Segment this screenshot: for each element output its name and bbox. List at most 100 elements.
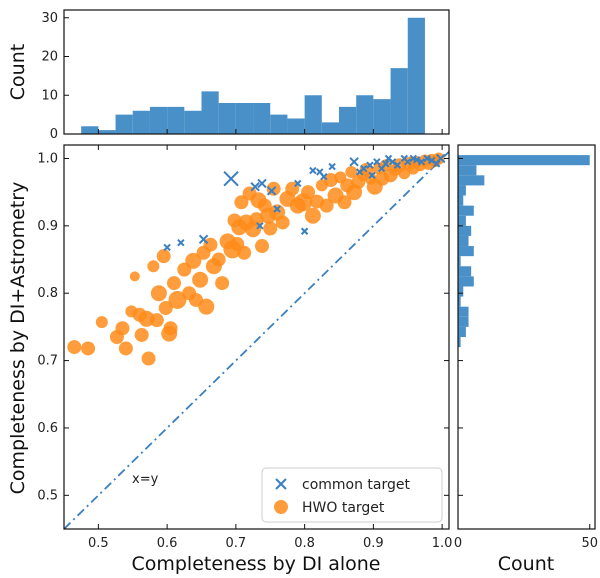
top-histogram-bar [98, 130, 116, 134]
hwo-point [198, 298, 215, 315]
hwo-point [168, 290, 187, 309]
right-histogram-bar [458, 155, 590, 166]
hwo-point [192, 271, 209, 288]
top-y-tick-label: 0 [50, 127, 58, 142]
x-tick-label: 0.9 [363, 536, 384, 551]
y-tick-label: 0.7 [37, 354, 58, 369]
hwo-point [211, 252, 226, 267]
top-y-tick-label: 30 [41, 11, 58, 26]
scatter-xlabel: Completeness by DI alone [131, 553, 380, 575]
right-histogram-bar [458, 205, 474, 216]
top-histogram: 0 10 20 30 Count [7, 9, 450, 142]
legend-box [261, 467, 443, 523]
scatter-panel: x=y 0.5 0.6 0.7 0.8 0.9 1.0 0.5 0.6 0.7 0.8 0.9 1.0… [7, 144, 452, 575]
hwo-point [203, 237, 218, 252]
common-point [423, 154, 431, 163]
hwo-point [319, 198, 334, 213]
top-y-tick-label: 20 [41, 50, 58, 65]
top-histogram-bar [115, 114, 133, 134]
common-point [266, 186, 277, 196]
top-histogram-bar [81, 126, 99, 134]
x-tick-label: 0.6 [157, 536, 178, 551]
top-histogram-bar [321, 122, 339, 134]
right-histogram-bars [458, 155, 590, 348]
x-tick-label: 1.0 [432, 536, 453, 551]
right-histogram-bar [458, 185, 466, 196]
common-point [436, 153, 446, 164]
hwo-point [156, 249, 171, 264]
y-tick-label: 0.8 [37, 286, 58, 301]
hwo-point [141, 351, 156, 366]
y-tick-label: 0.9 [37, 219, 58, 234]
top-y-tick-label: 10 [41, 88, 58, 103]
common-point [320, 172, 328, 181]
y-tick-label: 0.5 [37, 488, 58, 503]
hwo-point [234, 195, 249, 210]
right-histogram-bar [458, 246, 474, 257]
hwo-point [158, 301, 173, 316]
right-histogram-bar [458, 296, 461, 307]
common-point [366, 161, 374, 169]
top-histogram-bar [218, 103, 236, 134]
top-histogram-bars [81, 17, 425, 134]
reference-line-label: x=y [132, 472, 159, 487]
top-histogram-bar [339, 106, 357, 134]
right-histogram-bar [458, 235, 469, 247]
top-histogram-bar [132, 110, 150, 134]
right-x-tick-label: 50 [581, 536, 598, 551]
top-histogram-ylabel: Count [7, 44, 29, 100]
x-tick-label: 0.5 [88, 536, 109, 551]
right-histogram-bar [458, 286, 464, 297]
hwo-point [115, 321, 130, 336]
common-point [177, 238, 185, 247]
hwo-point [337, 195, 352, 210]
hwo-point [149, 313, 164, 328]
top-histogram-bar [149, 106, 168, 134]
hwo-point [185, 252, 202, 269]
top-histogram-bar [356, 95, 374, 134]
right-histogram-bar [458, 165, 477, 176]
right-histogram-xlabel: Count [498, 553, 554, 575]
top-histogram-bar [287, 118, 305, 134]
right-x-tick-label: 0 [454, 536, 462, 551]
hwo-point [249, 212, 264, 227]
top-histogram-bar [253, 103, 271, 134]
common-point [273, 205, 281, 213]
hwo-point [275, 215, 290, 230]
common-point [294, 179, 302, 188]
x-tick-label: 0.7 [226, 536, 247, 551]
top-histogram-bar [270, 114, 288, 134]
hwo-point [134, 327, 149, 342]
hwo-point [432, 152, 445, 165]
top-histogram-bar [167, 106, 185, 134]
right-histogram: 0 50 Count [454, 144, 598, 575]
right-histogram-bar [458, 337, 461, 348]
y-tick-label: 0.6 [37, 421, 58, 436]
top-histogram-bar [304, 95, 322, 134]
legend-hwo-marker [274, 500, 288, 514]
common-point [382, 160, 390, 168]
common-point [256, 222, 264, 230]
top-histogram-bar [390, 68, 408, 134]
common-point [300, 227, 309, 235]
legend-common-marker [275, 478, 287, 490]
hwo-point [255, 239, 269, 254]
x-tick-label: 0.8 [294, 536, 315, 551]
legend: common target HWO target [261, 467, 443, 523]
common-point [257, 178, 267, 189]
common-point [328, 162, 336, 171]
common-point [250, 182, 260, 192]
scatter-frame [63, 144, 450, 530]
scatter-ticks: 0.5 0.6 0.7 0.8 0.9 1.0 0.5 0.6 0.7 0.8 0.9 1.0 [37, 145, 452, 551]
common-point [393, 161, 402, 169]
common-point [368, 171, 376, 180]
scatter-ylabel: Completeness by DI+Astrometry [7, 182, 29, 495]
top-histogram-bar [235, 103, 254, 134]
legend-hwo-label: HWO target [302, 500, 385, 516]
hwo-point [118, 341, 133, 356]
legend-common-label: common target [302, 477, 411, 493]
top-histogram-bar [201, 91, 219, 134]
common-point [428, 156, 436, 165]
right-histogram-bar [458, 225, 472, 236]
